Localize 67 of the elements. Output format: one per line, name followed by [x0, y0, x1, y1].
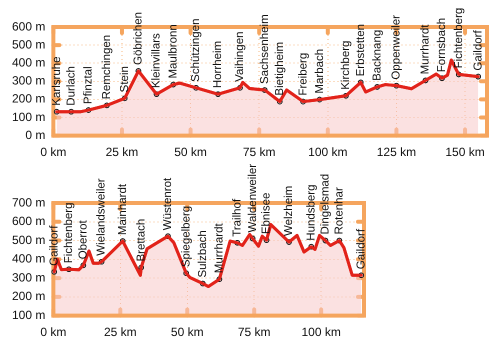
- annotation: Fornsbach: [436, 18, 448, 72]
- annotation: Kirchberg: [340, 40, 352, 90]
- annotation: Murrhardt: [214, 222, 226, 274]
- y-tick-label: 600 m: [12, 214, 46, 228]
- x-tick-label: 0 km: [40, 325, 66, 340]
- annotation: Sachsenheim: [258, 14, 271, 84]
- x-tick-label: 125 km: [376, 145, 416, 160]
- y-tick-label: 100 m: [12, 308, 46, 322]
- annotation: Pfinztal: [82, 66, 95, 104]
- annotation: Freiberg: [297, 52, 310, 96]
- x-tick-label: 25 km: [104, 325, 137, 340]
- x-tick-label: 100 km: [301, 325, 341, 340]
- y-tick-label: 400 m: [12, 252, 46, 266]
- y-tick-label: 300 m: [12, 74, 46, 88]
- y-tick-label: 600 m: [12, 19, 46, 34]
- y-tick-label: 0 m: [25, 128, 46, 142]
- x-tick-label: 150 km: [445, 145, 485, 160]
- annotation: Murrhardt: [420, 24, 432, 74]
- annotation: Wüstenrot: [162, 177, 174, 230]
- y-tick-label: 200 m: [12, 289, 46, 304]
- annotation: Mainhardt: [116, 183, 129, 236]
- x-tick-label: 75 km: [238, 325, 271, 340]
- annotation: Welzheim: [283, 186, 296, 236]
- y-tick-label: 500 m: [12, 232, 46, 247]
- annotation: Waldenweiler: [246, 164, 259, 232]
- annotation: Hundsberg: [305, 184, 318, 241]
- x-tick-label: 100 km: [308, 145, 348, 160]
- annotation: Göbrichen: [132, 12, 145, 65]
- annotation: Oppenweiler: [390, 14, 403, 80]
- x-tick-label: 50 km: [174, 145, 207, 160]
- annotation: Remchingen: [101, 34, 114, 100]
- annotation: Trailhof: [232, 198, 244, 237]
- annotation: Wielandsweiler: [96, 178, 108, 256]
- annotation: Ebnisee: [260, 192, 273, 234]
- annotation: Schützingen: [190, 18, 202, 82]
- annotation: Backnang: [371, 30, 384, 81]
- x-tick-label: 75 km: [242, 145, 276, 160]
- y-tick-label: 400 m: [12, 56, 46, 70]
- annotation: Spiegelberg: [180, 206, 192, 268]
- y-tick-label: 500 m: [12, 37, 46, 52]
- annotation: Bietigheim: [274, 42, 286, 96]
- annotation: Marbach: [314, 48, 326, 94]
- x-tick-label: 25 km: [106, 145, 138, 160]
- y-tick-label: 700 m: [12, 195, 46, 210]
- annotation: Gaildorf: [355, 228, 368, 270]
- y-tick-label: 200 m: [12, 92, 46, 106]
- annotation: Gaildorf: [472, 30, 484, 71]
- x-tick-label: 0 km: [40, 145, 66, 160]
- annotation: Brettach: [135, 218, 148, 262]
- x-tick-label: 50 km: [170, 325, 204, 340]
- annotation: Fichtenberg: [63, 202, 76, 264]
- annotation: Durlach: [65, 66, 78, 106]
- annotation: Rotenhar: [334, 187, 346, 235]
- annotation: Sulzbach: [196, 230, 209, 278]
- y-tick-label: 100 m: [12, 110, 46, 124]
- annotation: Stein: [118, 66, 131, 92]
- y-tick-label: 300 m: [12, 270, 46, 284]
- annotation: Fichtenberg: [452, 8, 465, 68]
- annotation: Maulbronn: [167, 24, 180, 79]
- annotation: Erbstetten: [354, 24, 367, 76]
- annotation: Gaildorf: [48, 224, 60, 266]
- annotation: Oberrot: [78, 220, 90, 260]
- annotation: Karlsruhe: [50, 56, 63, 106]
- annotation: Horrheim: [212, 40, 224, 88]
- annotation: Kleinvillars: [150, 32, 163, 88]
- annotation: Dingelsmad: [320, 174, 332, 235]
- annotation: Vaihingen: [234, 32, 246, 82]
